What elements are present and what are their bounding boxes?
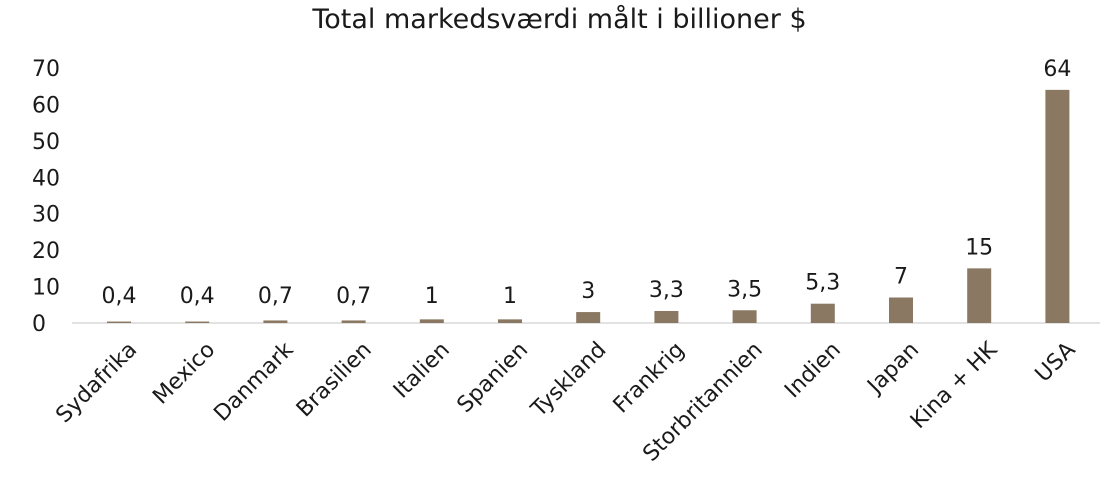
bar [967,268,992,323]
y-tick-label: 30 [32,203,60,228]
bar [185,321,210,323]
bar [889,297,913,323]
data-label: 3,3 [649,278,684,303]
data-label: 3 [581,279,595,304]
data-label: 7 [894,265,908,290]
bar [419,319,444,323]
data-label: 0,4 [180,284,215,309]
y-tick-label: 70 [32,57,60,82]
bar [576,312,601,323]
bar [732,310,757,323]
category-label: Mexico [148,337,220,409]
data-label: 5,3 [805,271,840,296]
y-tick-label: 60 [32,93,60,118]
data-label: 1 [503,284,517,309]
category-label: Japan [862,337,924,399]
y-tick-label: 0 [32,312,46,337]
data-label: 64 [1043,57,1071,82]
category-label: Brasilien [292,337,377,422]
bar [654,310,679,323]
chart-title: Total markedsværdi målt i billioner $ [312,4,807,35]
category-label: Indien [780,337,846,403]
bar [263,320,288,323]
category-label: Frankrig [609,337,690,418]
category-label: USA [1031,337,1081,387]
data-label: 0,4 [102,284,137,309]
data-label: 3,5 [727,277,762,302]
bar [498,319,522,323]
category-label: Spanien [453,337,534,418]
y-tick-label: 20 [32,239,60,264]
bar [107,321,131,323]
bar [1045,89,1070,323]
category-label: Tyskland [526,337,611,422]
y-tick-label: 50 [32,130,60,155]
data-label: 0,7 [336,284,371,309]
y-tick-label: 10 [32,276,60,301]
y-tick-label: 40 [32,166,60,191]
data-label: 15 [965,235,993,260]
data-label: 1 [425,284,439,309]
category-label: Italien [389,337,455,403]
bar [341,320,366,323]
data-label: 0,7 [258,284,293,309]
category-label: Sydafrika [52,337,143,428]
category-label: Danmark [209,337,298,426]
bar [810,303,835,323]
